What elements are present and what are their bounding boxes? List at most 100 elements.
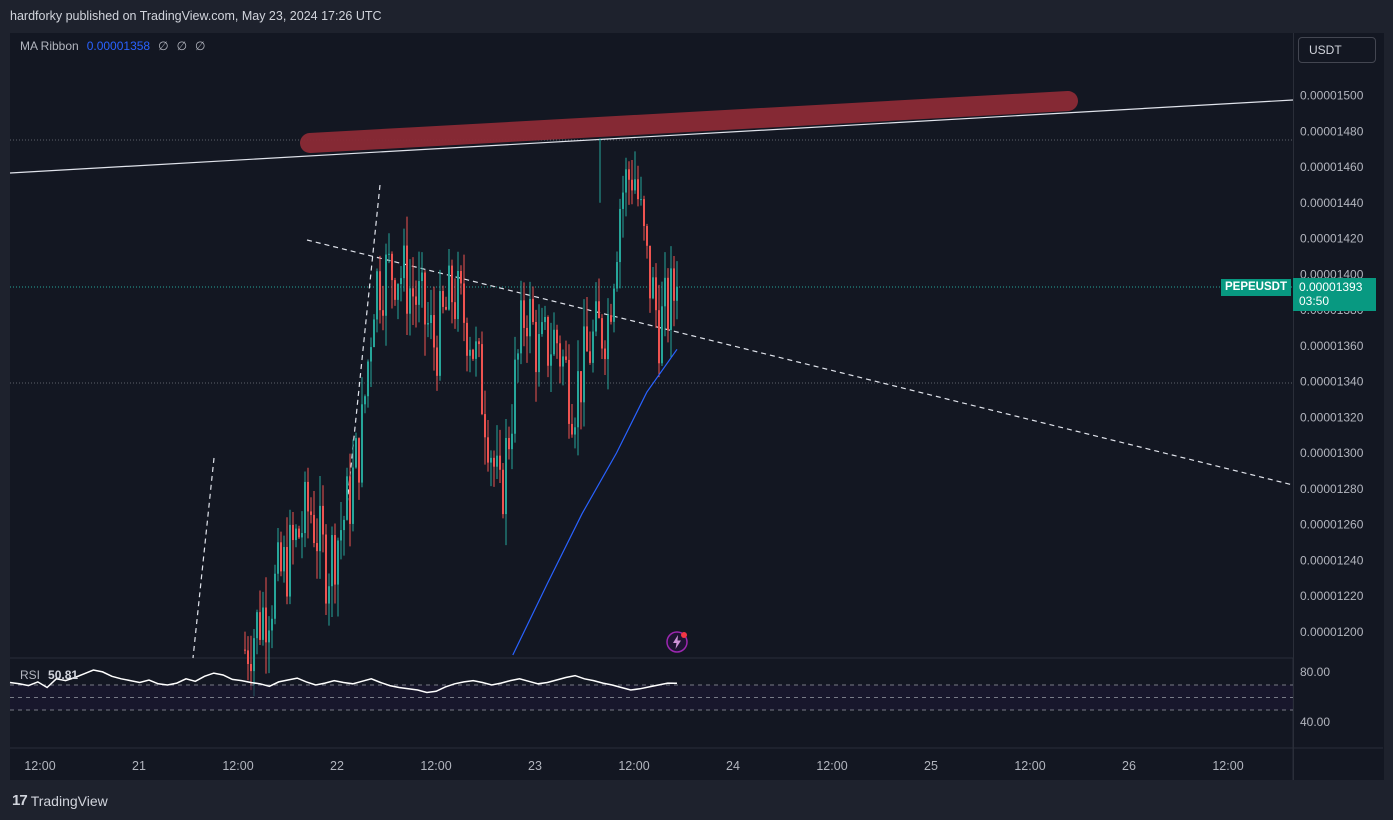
candle-body: [667, 277, 669, 330]
candle-body: [646, 226, 648, 246]
candle-body: [559, 343, 561, 367]
candle-body: [670, 268, 672, 330]
x-tick-label: 21: [132, 759, 146, 773]
candle-body: [283, 546, 285, 572]
grid-layer: [10, 139, 1383, 780]
resistance-trendline: [9, 99, 1294, 174]
candle-body: [340, 530, 342, 541]
candle-body: [427, 323, 429, 325]
candle-body: [523, 300, 525, 328]
x-tick-label: 23: [528, 759, 542, 773]
candle-body: [379, 271, 381, 311]
candle-body: [262, 607, 264, 640]
x-tick-label: 12:00: [1212, 759, 1243, 773]
rsi-line: [9, 669, 678, 694]
rsi-level-label: 40.00: [1300, 715, 1330, 729]
candle-body: [415, 296, 417, 305]
candle-body: [268, 630, 270, 643]
candle-body: [394, 280, 396, 300]
candle-body: [334, 535, 336, 585]
candle-body: [583, 326, 585, 403]
rsi-level-label: 80.00: [1300, 665, 1330, 679]
x-tick-label: 12:00: [618, 759, 649, 773]
candle-body: [610, 315, 612, 322]
candle-body: [250, 664, 252, 672]
candle-body: [391, 253, 393, 281]
candle-body: [337, 540, 339, 585]
publish-header: hardforky published on TradingView.com, …: [10, 9, 382, 23]
candle-body: [475, 341, 477, 359]
candle-body: [286, 546, 288, 597]
candle-body: [460, 271, 462, 284]
candle-body: [505, 437, 507, 515]
x-tick-label: 12:00: [420, 759, 451, 773]
candle-body: [385, 254, 387, 316]
candle-body: [352, 467, 354, 524]
footer-brand[interactable]: 17 TradingView: [12, 792, 108, 809]
candle-body: [421, 272, 423, 282]
candle-body: [628, 169, 630, 180]
y-tick-label: 0.00001400: [1300, 267, 1364, 281]
candle-body: [400, 278, 402, 285]
candle-body: [316, 543, 318, 552]
x-tick-label: 12:00: [24, 759, 55, 773]
lightning-icon[interactable]: [666, 631, 688, 653]
candle-body: [664, 277, 666, 307]
candle-body: [367, 361, 369, 397]
candle-body: [493, 457, 495, 467]
candle-body: [370, 347, 372, 362]
candle-body: [481, 344, 483, 415]
candle-body: [508, 437, 510, 450]
candle-body: [331, 535, 333, 587]
last-price-tag: 0.00001393 03:50: [1293, 278, 1376, 311]
bar-countdown: 03:50: [1299, 294, 1330, 308]
candle-body: [556, 329, 558, 344]
highlight-marker: [300, 91, 1078, 153]
price-axis[interactable]: [1293, 33, 1384, 780]
y-tick-label: 0.00001460: [1300, 160, 1364, 174]
candle-body: [472, 349, 474, 359]
chart-area[interactable]: [10, 33, 1293, 780]
brand-name: TradingView: [30, 792, 108, 809]
candle-layer: [244, 138, 678, 697]
indicator-legend[interactable]: MA Ribbon 0.00001358 ∅ ∅ ∅: [20, 39, 205, 53]
candle-body: [256, 612, 258, 639]
rsi-label: RSI: [20, 668, 41, 682]
ma-layer: [512, 348, 678, 656]
channel-line-left: [192, 457, 215, 659]
candle-body: [565, 356, 567, 360]
candle-body: [382, 310, 384, 316]
axis-layer: 0.00001500 0.00001480 0.00001460 0.00001440…: [24, 89, 1363, 774]
candle-body: [586, 326, 588, 352]
candle-body: [676, 286, 678, 301]
candle-body: [397, 284, 399, 300]
candle-body: [259, 612, 261, 640]
candle-body: [418, 281, 420, 305]
candle-body: [640, 199, 642, 201]
annotation-layer: [9, 91, 1294, 659]
placeholder-1: ∅: [158, 39, 169, 53]
candle-body: [328, 586, 330, 604]
candle-body: [673, 268, 675, 301]
candle-body: [658, 310, 660, 364]
candle-body: [304, 481, 306, 534]
candle-body: [631, 179, 633, 191]
currency-selector[interactable]: USDT: [1298, 37, 1376, 63]
candle-body: [661, 306, 663, 364]
candle-body: [319, 505, 321, 552]
channel-line-right: [346, 184, 381, 506]
tradingview-logo-icon: 17: [12, 792, 28, 809]
indicator-name: MA Ribbon: [20, 39, 79, 53]
rsi-legend[interactable]: RSI 50.81: [20, 668, 78, 682]
candle-body: [325, 534, 327, 604]
symbol-tag: PEPEUSDT: [1221, 279, 1291, 296]
candle-body: [526, 327, 528, 337]
candle-body: [346, 476, 348, 520]
x-tick-label: 26: [1122, 759, 1136, 773]
candle-body: [613, 288, 615, 322]
rsi-layer: [9, 669, 1293, 711]
x-tick-label: 12:00: [816, 759, 847, 773]
candle-body: [568, 359, 570, 424]
candle-body: [244, 649, 246, 651]
